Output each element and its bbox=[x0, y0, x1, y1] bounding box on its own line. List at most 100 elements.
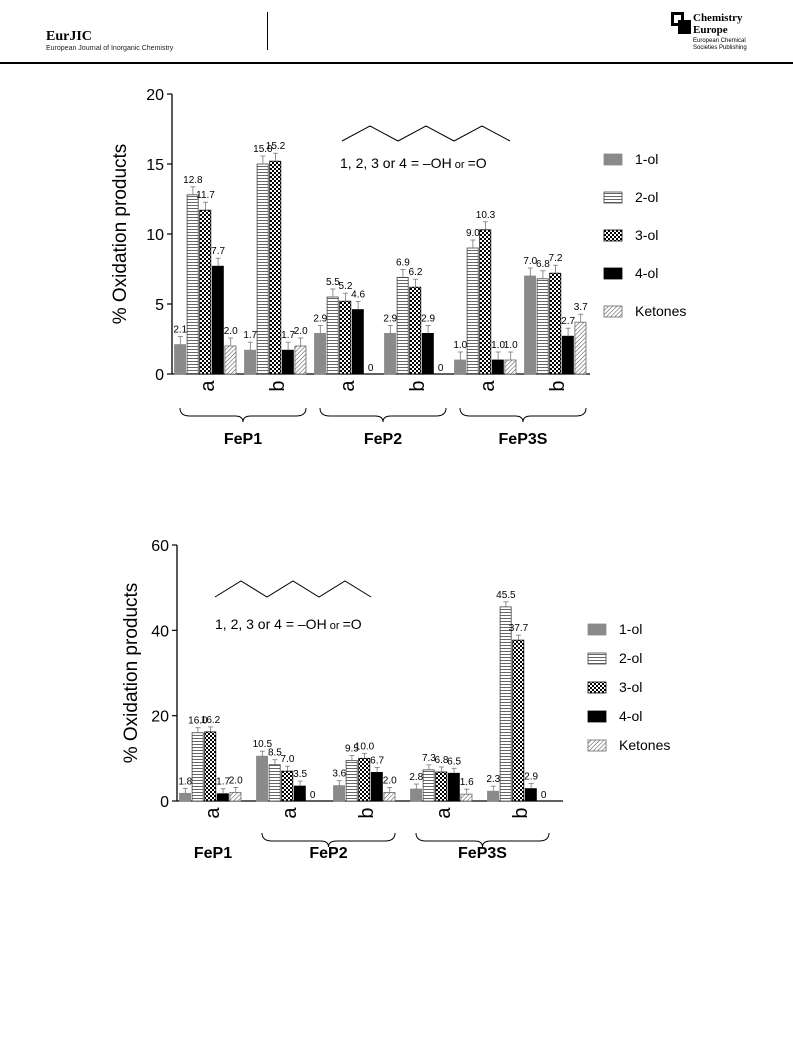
data-label: 2.0 bbox=[294, 326, 308, 337]
data-label: 2.9 bbox=[313, 313, 327, 324]
category-label: a bbox=[197, 380, 219, 392]
bar-4-ol bbox=[524, 788, 537, 802]
data-label: 1.8 bbox=[178, 776, 192, 787]
legend-swatch bbox=[587, 681, 607, 694]
publisher-line-2: Societies Publishing bbox=[693, 45, 747, 51]
data-label: 7.0 bbox=[523, 256, 537, 267]
data-label: 9.5 bbox=[345, 743, 359, 754]
data-label: 2.1 bbox=[173, 325, 187, 336]
data-label: 4.6 bbox=[351, 290, 365, 301]
bar-2-ol bbox=[268, 764, 281, 802]
category-label: b bbox=[267, 380, 289, 391]
bar-Ketones bbox=[460, 793, 473, 802]
bar-3-ol bbox=[549, 272, 562, 375]
data-label: 2.0 bbox=[224, 326, 238, 337]
data-label: 1.0 bbox=[453, 340, 467, 351]
data-label: 3.7 bbox=[574, 302, 588, 313]
category-label: a bbox=[202, 807, 224, 819]
legend-swatch bbox=[587, 623, 607, 636]
y-tick-label: 10 bbox=[146, 227, 164, 244]
bar-1-ol bbox=[256, 755, 269, 802]
group-label: FeP3S bbox=[499, 431, 548, 448]
data-label: 0 bbox=[368, 363, 374, 374]
legend-swatch bbox=[603, 153, 623, 166]
data-label: 3.5 bbox=[293, 769, 307, 780]
data-label: 6.2 bbox=[409, 267, 423, 278]
bar-2-ol bbox=[191, 732, 204, 802]
data-label: 2.7 bbox=[561, 316, 575, 327]
bar-2-ol bbox=[422, 769, 435, 802]
bar-3-ol bbox=[358, 757, 371, 802]
y-tick-label: 0 bbox=[160, 794, 169, 811]
data-label: 7.3 bbox=[422, 753, 436, 764]
category-label: a bbox=[279, 807, 301, 819]
data-label: 10.5 bbox=[253, 739, 273, 750]
bar-1-ol bbox=[487, 790, 500, 802]
data-label: 6.7 bbox=[370, 755, 384, 766]
bar-1-ol bbox=[333, 785, 346, 802]
y-axis-title: % Oxidation products bbox=[110, 144, 131, 325]
brand-line-2: Europe bbox=[693, 24, 728, 36]
category-label: a bbox=[433, 807, 455, 819]
header-rule bbox=[0, 62, 793, 64]
bar-1-ol bbox=[179, 792, 192, 802]
bar-3-ol bbox=[281, 770, 294, 802]
group-brace bbox=[261, 832, 396, 848]
legend-swatch bbox=[587, 652, 607, 665]
group-label: FeP1 bbox=[224, 431, 262, 448]
data-label: 16.2 bbox=[201, 715, 221, 726]
data-label: 10.0 bbox=[355, 741, 375, 752]
chemistry-europe-logo-icon bbox=[671, 12, 691, 34]
legend-swatch bbox=[587, 710, 607, 723]
group-label: FeP2 bbox=[309, 845, 347, 862]
y-tick-label: 5 bbox=[155, 297, 164, 314]
data-label: 6.9 bbox=[396, 257, 410, 268]
data-label: 0 bbox=[438, 363, 444, 374]
bar-1-ol bbox=[410, 788, 423, 802]
substituent-annotation: 1, 2, 3 or 4 = –OH or =O bbox=[340, 155, 487, 171]
bar-3-ol bbox=[479, 229, 492, 375]
bar-2-ol bbox=[326, 296, 339, 375]
data-label: 0 bbox=[310, 790, 316, 801]
data-label: 3.6 bbox=[332, 769, 346, 780]
data-label: 7.7 bbox=[211, 246, 225, 257]
bar-1-ol bbox=[384, 332, 397, 375]
group-label: FeP2 bbox=[364, 431, 402, 448]
bar-2-ol bbox=[536, 278, 549, 375]
data-label: 1.7 bbox=[216, 777, 230, 788]
legend-swatch bbox=[603, 267, 623, 280]
journal-name: EurJIC bbox=[46, 29, 92, 44]
legend-label: 1-ol bbox=[635, 151, 658, 167]
data-label: 1.6 bbox=[460, 777, 474, 788]
data-label: 5.2 bbox=[339, 281, 353, 292]
data-label: 16.0 bbox=[188, 716, 208, 727]
bar-2-ol bbox=[396, 276, 409, 375]
legend-swatch bbox=[603, 191, 623, 204]
bar-2-ol bbox=[186, 194, 199, 375]
legend-swatch bbox=[587, 739, 607, 752]
journal-full-name: European Journal of Inorganic Chemistry bbox=[46, 45, 174, 52]
octane-zigzag bbox=[341, 125, 511, 142]
bar-4-ol bbox=[561, 335, 574, 375]
bar-2-ol bbox=[499, 606, 512, 802]
bar-3-ol bbox=[512, 639, 525, 802]
data-label: 10.3 bbox=[476, 210, 496, 221]
bar-Ketones bbox=[229, 792, 242, 802]
legend-label: 4-ol bbox=[635, 265, 658, 281]
category-label: b bbox=[547, 380, 569, 391]
bar-2-ol bbox=[466, 247, 479, 375]
data-label: 12.8 bbox=[183, 175, 203, 186]
legend-label: Ketones bbox=[635, 303, 686, 319]
bar-4-ol bbox=[421, 332, 434, 375]
bar-1-ol bbox=[524, 275, 537, 375]
data-label: 2.9 bbox=[421, 313, 435, 324]
group-label: FeP1 bbox=[194, 845, 232, 862]
y-tick-label: 15 bbox=[146, 157, 164, 174]
category-label: a bbox=[477, 380, 499, 392]
legend-label: 2-ol bbox=[619, 650, 642, 666]
y-tick-label: 20 bbox=[151, 709, 169, 726]
data-label: 2.3 bbox=[486, 774, 500, 785]
data-label: 6.5 bbox=[447, 756, 461, 767]
bar-3-ol bbox=[435, 771, 448, 802]
bar-Ketones bbox=[294, 345, 307, 375]
